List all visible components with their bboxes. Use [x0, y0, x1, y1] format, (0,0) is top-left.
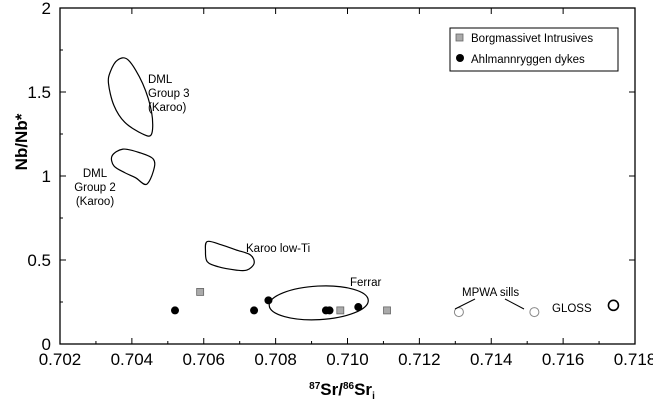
point-ahlmannryggen-4 — [325, 306, 334, 315]
y-tick-label-3: 1.5 — [27, 83, 51, 102]
x-tick-label-5: 0.712 — [398, 350, 441, 369]
x-axis-title-sup1: 87 — [309, 381, 321, 392]
point-borgmassivet-2 — [383, 306, 391, 315]
field-label-dml-group3-line3: (Karoo) — [148, 102, 187, 114]
y-tick-label-0: 0 — [42, 335, 51, 354]
x-tick-label-3: 0.708 — [254, 350, 297, 369]
x-tick-label-2: 0.706 — [182, 350, 225, 369]
annotation-mpwa-sills: MPWA sills — [462, 287, 519, 299]
legend-marker-borgmassivet — [455, 33, 464, 42]
field-karoo-low-ti — [204, 240, 255, 272]
fields-layer — [107, 57, 369, 321]
x-tick-label-7: 0.716 — [542, 350, 585, 369]
annotation-gloss: GLOSS — [552, 303, 592, 315]
axes-layer: 0.702 0.704 0.706 0.708 0.710 0.712 0.714 0.716… — [27, 0, 653, 369]
field-label-dml-group2: DML Group 2 (Karoo) — [74, 168, 116, 208]
point-ahlmannryggen-2 — [264, 296, 273, 305]
point-borgmassivet-0 — [196, 288, 205, 296]
y-tick-label-4: 2 — [42, 0, 51, 18]
x-axis-title-base: Sr/ — [320, 380, 343, 399]
x-tick-label-0: 0.702 — [39, 350, 82, 369]
x-tick-label-4: 0.710 — [326, 350, 369, 369]
field-label-dml-group3-line1: DML — [148, 74, 173, 86]
y-axis-title: Nb/Nb* — [12, 113, 31, 170]
points-layer — [171, 288, 620, 318]
x-axis-title-base2: Sr — [354, 380, 372, 399]
mpwa-leader-right — [504, 298, 525, 310]
y-tick-label-2: 1 — [42, 167, 51, 186]
point-ahlmannryggen-5 — [354, 303, 363, 312]
point-ahlmannryggen-0 — [171, 306, 179, 315]
x-tick-label-1: 0.704 — [111, 350, 154, 369]
field-label-dml-group2-line2: Group 2 — [74, 182, 116, 194]
point-borgmassivet-1 — [336, 306, 345, 315]
legend-marker-ahlmannryggen — [456, 54, 464, 62]
field-label-dml-group2-line3: (Karoo) — [76, 196, 115, 208]
x-axis-title-sub: i — [372, 391, 375, 402]
y-tick-label-1: 0.5 — [27, 251, 51, 270]
field-label-ferrar: Ferrar — [350, 277, 381, 289]
field-dml-group3 — [107, 57, 154, 137]
legend-label-borgmassivet: Borgmassivet Intrusives — [471, 33, 593, 45]
field-ferrar — [268, 285, 369, 321]
legend-box — [449, 27, 619, 72]
field-label-dml-group3: DML Group 3 (Karoo) — [148, 74, 190, 114]
field-label-dml-group3-line2: Group 3 — [148, 88, 190, 100]
point-gloss — [607, 299, 620, 312]
legend-label-ahlmannryggen: Ahlmannryggen dykes — [471, 54, 585, 66]
field-dml-group2 — [110, 148, 156, 186]
legend: Borgmassivet Intrusives Ahlmannryggen dy… — [449, 27, 619, 72]
x-tick-label-8: 0.718 — [614, 350, 653, 369]
field-label-dml-group2-line1: DML — [83, 168, 108, 180]
x-axis-title: 87Sr/86Sri — [309, 380, 375, 402]
mpwa-leader-left — [454, 298, 476, 310]
x-axis-title-sup2: 86 — [343, 381, 355, 392]
point-ahlmannryggen-1 — [250, 306, 259, 315]
field-label-karoo-low-ti: Karoo low-Ti — [246, 243, 310, 255]
x-tick-label-6: 0.714 — [470, 350, 513, 369]
point-mpwa-sill-2 — [529, 307, 540, 318]
